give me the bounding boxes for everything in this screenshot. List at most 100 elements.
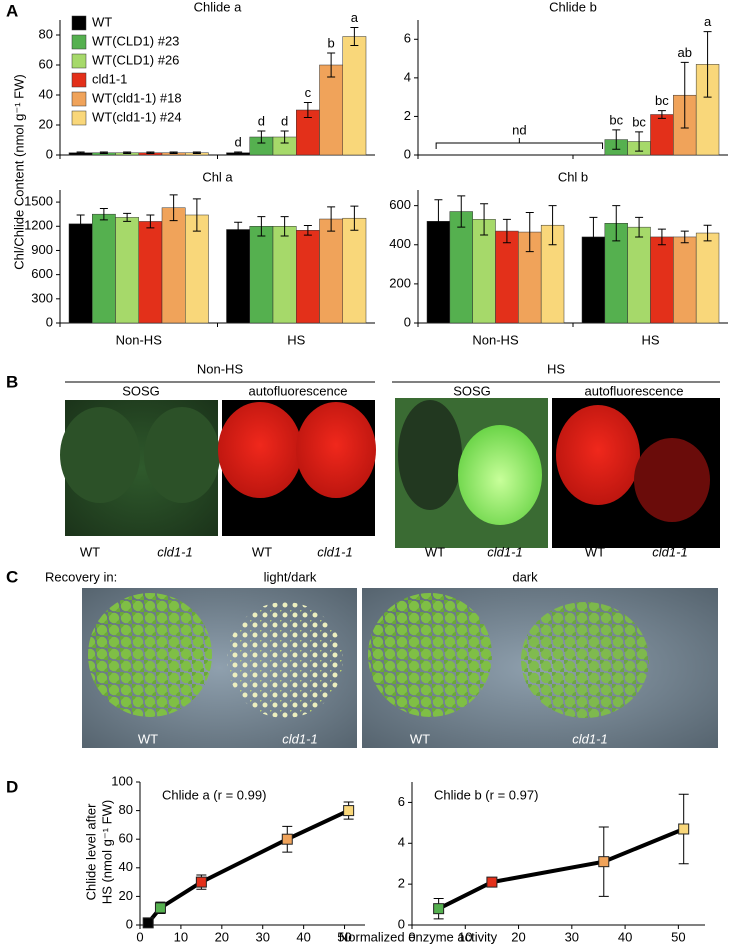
error-bar xyxy=(680,230,689,244)
x-tick-label: Non-HS xyxy=(116,332,163,347)
error-bar xyxy=(434,199,443,244)
y-tick-label: 0 xyxy=(398,916,405,931)
error-bar xyxy=(192,198,201,232)
y-tick-label: 0 xyxy=(404,314,411,329)
y-tick-label: 600 xyxy=(31,266,53,281)
error-bar xyxy=(99,208,108,221)
error-bar xyxy=(303,102,312,118)
bar xyxy=(627,226,651,324)
significance-letter: bc xyxy=(632,114,646,129)
error-bar xyxy=(192,151,201,154)
image-label: cld1-1 xyxy=(487,544,522,559)
legend-swatch xyxy=(71,15,87,31)
line xyxy=(146,808,350,925)
point xyxy=(142,917,154,929)
y-tick-label: 6 xyxy=(398,794,405,809)
x-axis-label: Normalized enzyme activity xyxy=(339,929,498,944)
seedlings xyxy=(88,593,212,717)
x-tick-label: 50 xyxy=(337,929,351,944)
point xyxy=(343,805,355,817)
legend-label: WT(CLD1) #23 xyxy=(92,33,179,48)
x-tick-label: HS xyxy=(287,332,305,347)
photo-leaf xyxy=(144,407,220,503)
significance-letter: d xyxy=(258,113,265,128)
error-bar xyxy=(350,27,359,46)
y-tick-label: 20 xyxy=(119,888,133,903)
y-tick-label: 80 xyxy=(39,26,53,41)
error-bar xyxy=(234,221,243,238)
bar xyxy=(161,207,186,324)
error-bar xyxy=(146,151,155,154)
y-tick-label: 0 xyxy=(46,314,53,329)
legend-swatch xyxy=(71,53,87,69)
significance-letter: d xyxy=(235,134,242,149)
bar xyxy=(272,226,297,324)
bar xyxy=(449,211,473,324)
x-tick-label: 30 xyxy=(255,929,269,944)
bar xyxy=(226,229,250,324)
y-tick-label: 4 xyxy=(404,69,411,84)
error-bar xyxy=(350,205,359,231)
group-title: HS xyxy=(547,361,565,376)
error-bar xyxy=(657,228,666,246)
x-tick-label: 10 xyxy=(174,929,188,944)
error-bar xyxy=(99,151,108,154)
image-title: dark xyxy=(512,569,538,584)
error-bar xyxy=(303,224,312,236)
y-tick-label: 200 xyxy=(389,275,411,290)
error-bar xyxy=(123,212,132,222)
y-tick-label: 60 xyxy=(39,56,53,71)
panel-label: B xyxy=(6,372,18,391)
caption: Recovery in: xyxy=(45,569,117,584)
x-tick-label: 20 xyxy=(511,929,525,944)
y-tick-label: 4 xyxy=(398,835,405,850)
bar xyxy=(249,226,274,324)
chart-title: Chl a xyxy=(202,169,233,184)
legend-swatch xyxy=(71,91,87,107)
legend-label: WT(cld1-1) #24 xyxy=(92,109,182,124)
image-title: autofluorescence xyxy=(584,383,683,398)
chart-title: Chlide a xyxy=(194,0,242,14)
error-bar xyxy=(635,216,644,238)
y-tick-label: 1200 xyxy=(24,218,53,233)
bar xyxy=(296,230,320,324)
x-tick-label: 30 xyxy=(565,929,579,944)
x-tick-label: 20 xyxy=(215,929,229,944)
y-axis-label: Chl/Chlide Content (nmol g⁻¹ FW) xyxy=(11,74,26,269)
point xyxy=(598,856,610,868)
bracket xyxy=(435,138,604,149)
y-tick-label: 6 xyxy=(404,31,411,46)
error-bar xyxy=(280,216,289,237)
panel-label: C xyxy=(6,567,18,586)
error-bar xyxy=(612,129,621,150)
legend-swatch xyxy=(71,34,87,50)
y-axis-label: HS (nmol g⁻¹ FW) xyxy=(99,800,114,904)
annotation: nd xyxy=(512,122,526,137)
point xyxy=(195,876,207,888)
x-tick-label: 10 xyxy=(458,929,472,944)
photo-leaf xyxy=(398,400,462,510)
point xyxy=(486,876,498,888)
panel-label: D xyxy=(6,777,18,796)
chart-title: Chlide b (r = 0.97) xyxy=(434,787,538,802)
bar xyxy=(650,114,674,156)
image-label: cld1-1 xyxy=(317,544,352,559)
error-bar xyxy=(234,151,243,154)
photo-leaf xyxy=(296,402,376,498)
photo-leaf xyxy=(458,425,542,525)
image-label: WT xyxy=(585,544,605,559)
bar xyxy=(673,236,697,324)
image-label: WT xyxy=(252,544,272,559)
significance-letter: b xyxy=(328,35,335,50)
image-title: SOSG xyxy=(122,383,160,398)
error-bar xyxy=(123,151,132,154)
image-label: WT xyxy=(80,544,100,559)
legend-swatch xyxy=(71,72,87,88)
significance-letter: c xyxy=(305,85,312,100)
image-label: cld1-1 xyxy=(282,731,317,746)
error-bar xyxy=(657,110,666,119)
y-tick-label: 0 xyxy=(126,916,133,931)
x-tick-label: HS xyxy=(641,332,659,347)
image-label: cld1-1 xyxy=(652,544,687,559)
y-axis-label: Chlide level after xyxy=(83,803,98,900)
